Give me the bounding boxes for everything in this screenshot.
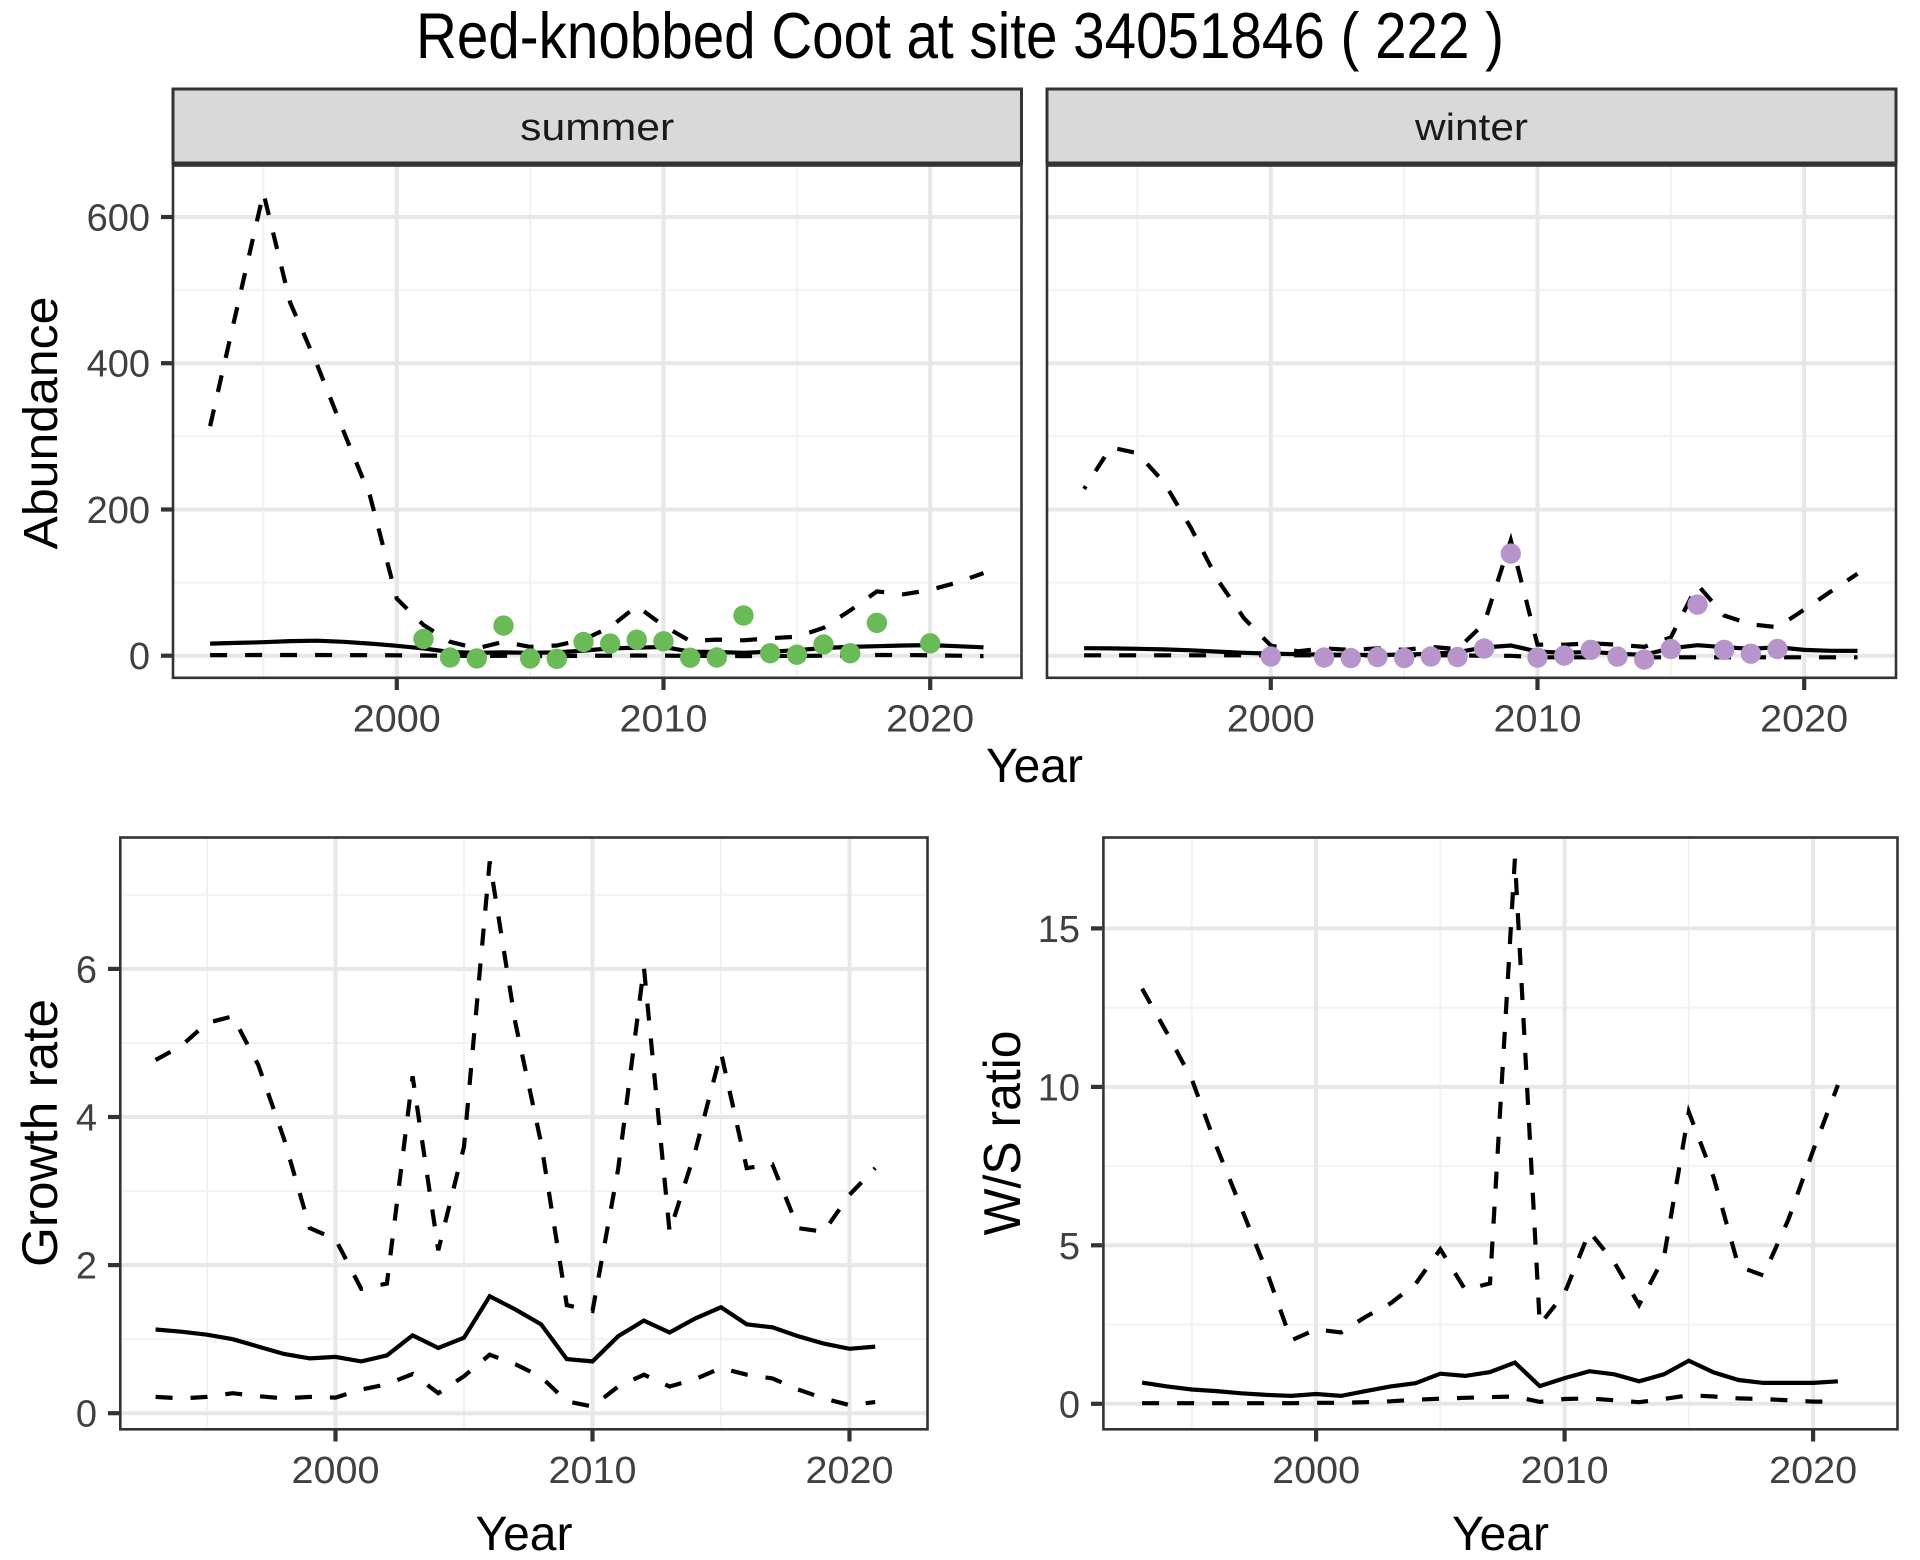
svg-text:2000: 2000 <box>353 699 441 741</box>
svg-text:2010: 2010 <box>549 1450 637 1492</box>
svg-text:2020: 2020 <box>1760 699 1848 741</box>
svg-text:2000: 2000 <box>1227 699 1315 741</box>
svg-text:2020: 2020 <box>886 699 974 741</box>
svg-text:4: 4 <box>76 1098 97 1140</box>
svg-text:winter: winter <box>1414 107 1528 149</box>
svg-text:2010: 2010 <box>1521 1450 1609 1492</box>
svg-text:summer: summer <box>520 107 674 149</box>
svg-text:200: 200 <box>87 490 150 532</box>
svg-text:Year: Year <box>476 1508 573 1560</box>
svg-text:Growth rate: Growth rate <box>12 999 68 1267</box>
svg-text:Red-knobbed Coot at site 34051: Red-knobbed Coot at site 34051846 ( 222 … <box>416 0 1504 72</box>
svg-text:5: 5 <box>1059 1226 1080 1268</box>
svg-text:400: 400 <box>87 344 150 386</box>
svg-text:600: 600 <box>87 198 150 240</box>
svg-text:2000: 2000 <box>292 1450 380 1492</box>
svg-text:2020: 2020 <box>1769 1450 1857 1492</box>
svg-text:Year: Year <box>1452 1508 1549 1560</box>
svg-text:15: 15 <box>1038 909 1080 951</box>
svg-text:2020: 2020 <box>806 1450 894 1492</box>
svg-text:2010: 2010 <box>1494 699 1582 741</box>
svg-text:0: 0 <box>129 636 150 678</box>
svg-text:Year: Year <box>986 740 1083 793</box>
svg-text:10: 10 <box>1038 1067 1080 1109</box>
svg-text:6: 6 <box>76 949 97 991</box>
svg-text:W/S ratio: W/S ratio <box>974 1031 1032 1236</box>
svg-text:2010: 2010 <box>620 699 708 741</box>
svg-text:0: 0 <box>76 1394 97 1436</box>
svg-text:Abundance: Abundance <box>15 297 68 550</box>
svg-text:0: 0 <box>1059 1384 1080 1426</box>
svg-text:2: 2 <box>76 1246 97 1288</box>
svg-text:2000: 2000 <box>1272 1450 1360 1492</box>
